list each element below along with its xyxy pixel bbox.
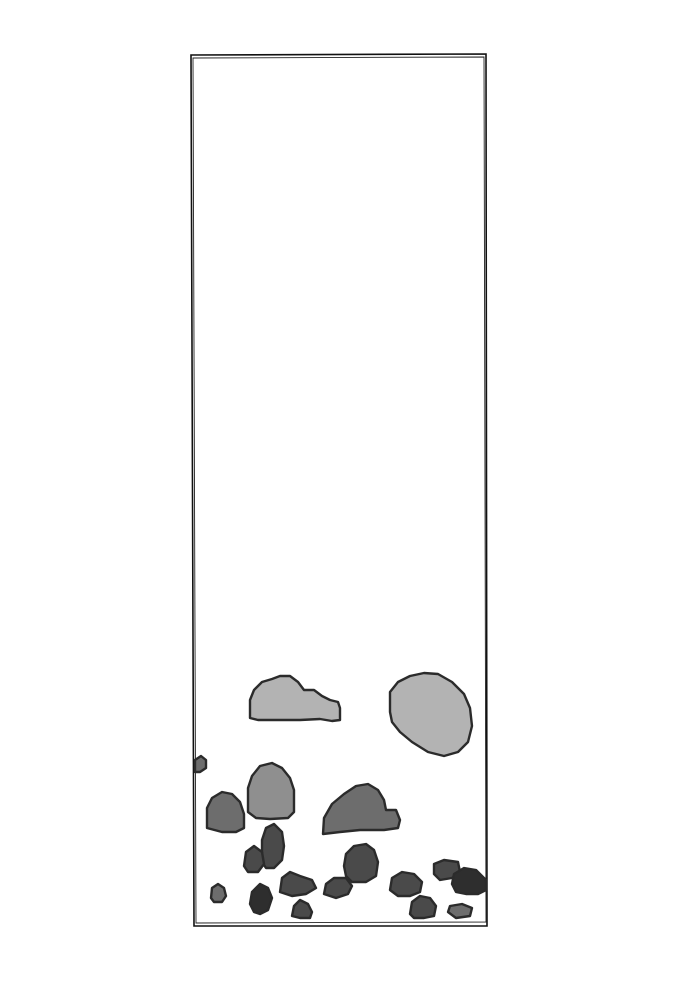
bush-icon (246, 761, 296, 821)
rock-icon (446, 902, 474, 920)
boulder-icon (388, 671, 474, 758)
bush-icon (321, 782, 402, 836)
rock-icon (193, 754, 208, 774)
rock-icon (322, 876, 354, 900)
bush-icon (260, 822, 286, 870)
rock-icon (278, 870, 318, 898)
bush-icon (450, 866, 488, 896)
rock-icon (242, 844, 266, 874)
bush-icon (248, 882, 274, 916)
bush-icon (205, 790, 246, 834)
play-area-frame (190, 53, 488, 927)
rock-icon (388, 870, 424, 898)
rock-icon (209, 882, 228, 904)
rock-icon (290, 898, 314, 920)
cloud-icon (248, 674, 342, 723)
bush-icon (342, 842, 380, 884)
rock-icon (408, 894, 438, 920)
